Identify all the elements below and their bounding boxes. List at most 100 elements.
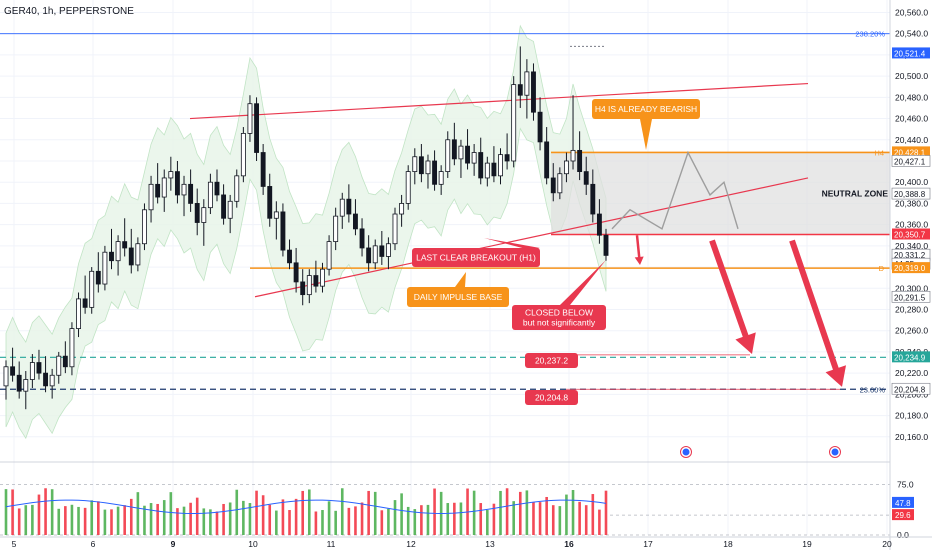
candle-body [16, 374, 22, 392]
osc-bar [248, 503, 252, 535]
candle-body [432, 160, 438, 185]
candle-body [531, 71, 536, 113]
candle-body [122, 241, 128, 249]
candle-body [76, 298, 81, 329]
osc-bar [413, 509, 417, 535]
candle-body [379, 245, 385, 257]
osc-bar [123, 505, 126, 535]
price-tag-label: 20,319.0 [894, 264, 926, 273]
candle-body [247, 103, 253, 134]
event-icon [682, 448, 690, 456]
candle-body [89, 270, 95, 308]
annotation-h4-bearish-bg [592, 99, 700, 119]
candle-body [372, 245, 378, 264]
time-axis[interactable]: 5 6 9 10 11 12 13 16 17 18 19 20 [0, 536, 932, 549]
candle-body [596, 213, 602, 236]
osc-bar [31, 504, 34, 535]
osc-bar [136, 492, 140, 535]
osc-bar [275, 510, 278, 535]
candle-body [194, 203, 200, 223]
time-tick: 11 [327, 539, 336, 549]
candle-body [234, 175, 240, 202]
arrow-small [634, 235, 644, 265]
osc-bar [288, 510, 291, 535]
candle-body [95, 270, 101, 285]
arrow-large [789, 239, 847, 387]
osc-bar [149, 503, 153, 535]
price-tick: 20,380.0 [895, 198, 928, 208]
price-tick: 20,540.0 [895, 29, 928, 39]
candle-body [451, 139, 457, 160]
osc-bar [558, 506, 562, 535]
osc-bar [360, 502, 364, 535]
candle-body [570, 149, 576, 162]
candle-body [544, 141, 550, 179]
osc-bar [156, 503, 159, 535]
annotations: H4 IS ALREADY BEARISH LAST CLEAR BREAKOUT… [407, 99, 841, 458]
candle-body [333, 215, 339, 243]
price-tick: 20,500.0 [895, 71, 928, 81]
annotation-daily-base-text: DAILY IMPULSE BASE [414, 292, 503, 302]
price-tick: 20,400.0 [895, 177, 928, 187]
osc-bar [4, 489, 8, 535]
level-label: H4 [874, 148, 884, 157]
candle-body [10, 366, 16, 376]
candle-body [392, 213, 398, 245]
candle-body [82, 298, 88, 308]
time-tick: 16 [564, 539, 574, 549]
annotation-h4-bearish: H4 IS ALREADY BEARISH [592, 99, 700, 150]
osc-bar [242, 500, 245, 535]
level-label: 23.60% [860, 385, 886, 394]
osc-bar [545, 496, 548, 535]
annotation-target-1-bg [525, 353, 578, 368]
candle-body [326, 241, 332, 270]
candle-body [227, 200, 233, 219]
candle-body [3, 366, 9, 387]
price-tag-label: 20,350.7 [894, 231, 926, 240]
osc-bar [492, 503, 496, 535]
candle-body [557, 173, 563, 194]
level-label: 238.20% [855, 30, 885, 39]
osc-bar [367, 490, 370, 535]
osc-bar [143, 505, 146, 535]
moving-average-band [5, 24, 607, 440]
annotation-h4-bearish-text: H4 IS ALREADY BEARISH [595, 104, 697, 114]
candle-body [214, 181, 220, 196]
osc-bar [162, 500, 166, 535]
candle-body [293, 262, 299, 283]
osc-bar [83, 507, 87, 535]
price-axis[interactable]: 20,160.020,180.020,200.020,220.020,240.0… [889, 0, 931, 550]
candle-body [458, 145, 464, 160]
osc-bar [103, 509, 107, 535]
osc-bar [70, 504, 74, 535]
osc-bar [459, 502, 463, 535]
price-tag-bg [892, 146, 930, 158]
osc-bar [591, 494, 595, 535]
osc-bar [433, 488, 436, 535]
osc-bar [472, 490, 476, 535]
annotation-last-breakout-text: LAST CLEAR BREAKOUT (H1) [416, 253, 536, 263]
candle-body [174, 171, 180, 196]
candle-body [537, 111, 543, 143]
osc-bar [294, 498, 298, 535]
osc-bar [228, 502, 232, 535]
candle-body [273, 211, 279, 219]
osc-bar [538, 502, 542, 535]
osc-bar [393, 500, 397, 535]
time-tick: 20 [882, 539, 892, 549]
osc-bar [90, 500, 94, 535]
osc-bar [116, 506, 120, 535]
osc-bar [97, 501, 100, 535]
osc-bar [50, 489, 54, 535]
osc-bar [44, 488, 47, 535]
osc-bar [110, 509, 113, 535]
osc-bar [406, 506, 410, 535]
osc-bar [565, 494, 568, 535]
osc-tick: 75.0 [897, 480, 914, 490]
osc-bar [584, 505, 588, 535]
upper-trendline [189, 82, 809, 120]
candle-body [135, 243, 141, 266]
price-tick: 20,560.0 [895, 7, 928, 17]
candle-body [385, 243, 391, 257]
